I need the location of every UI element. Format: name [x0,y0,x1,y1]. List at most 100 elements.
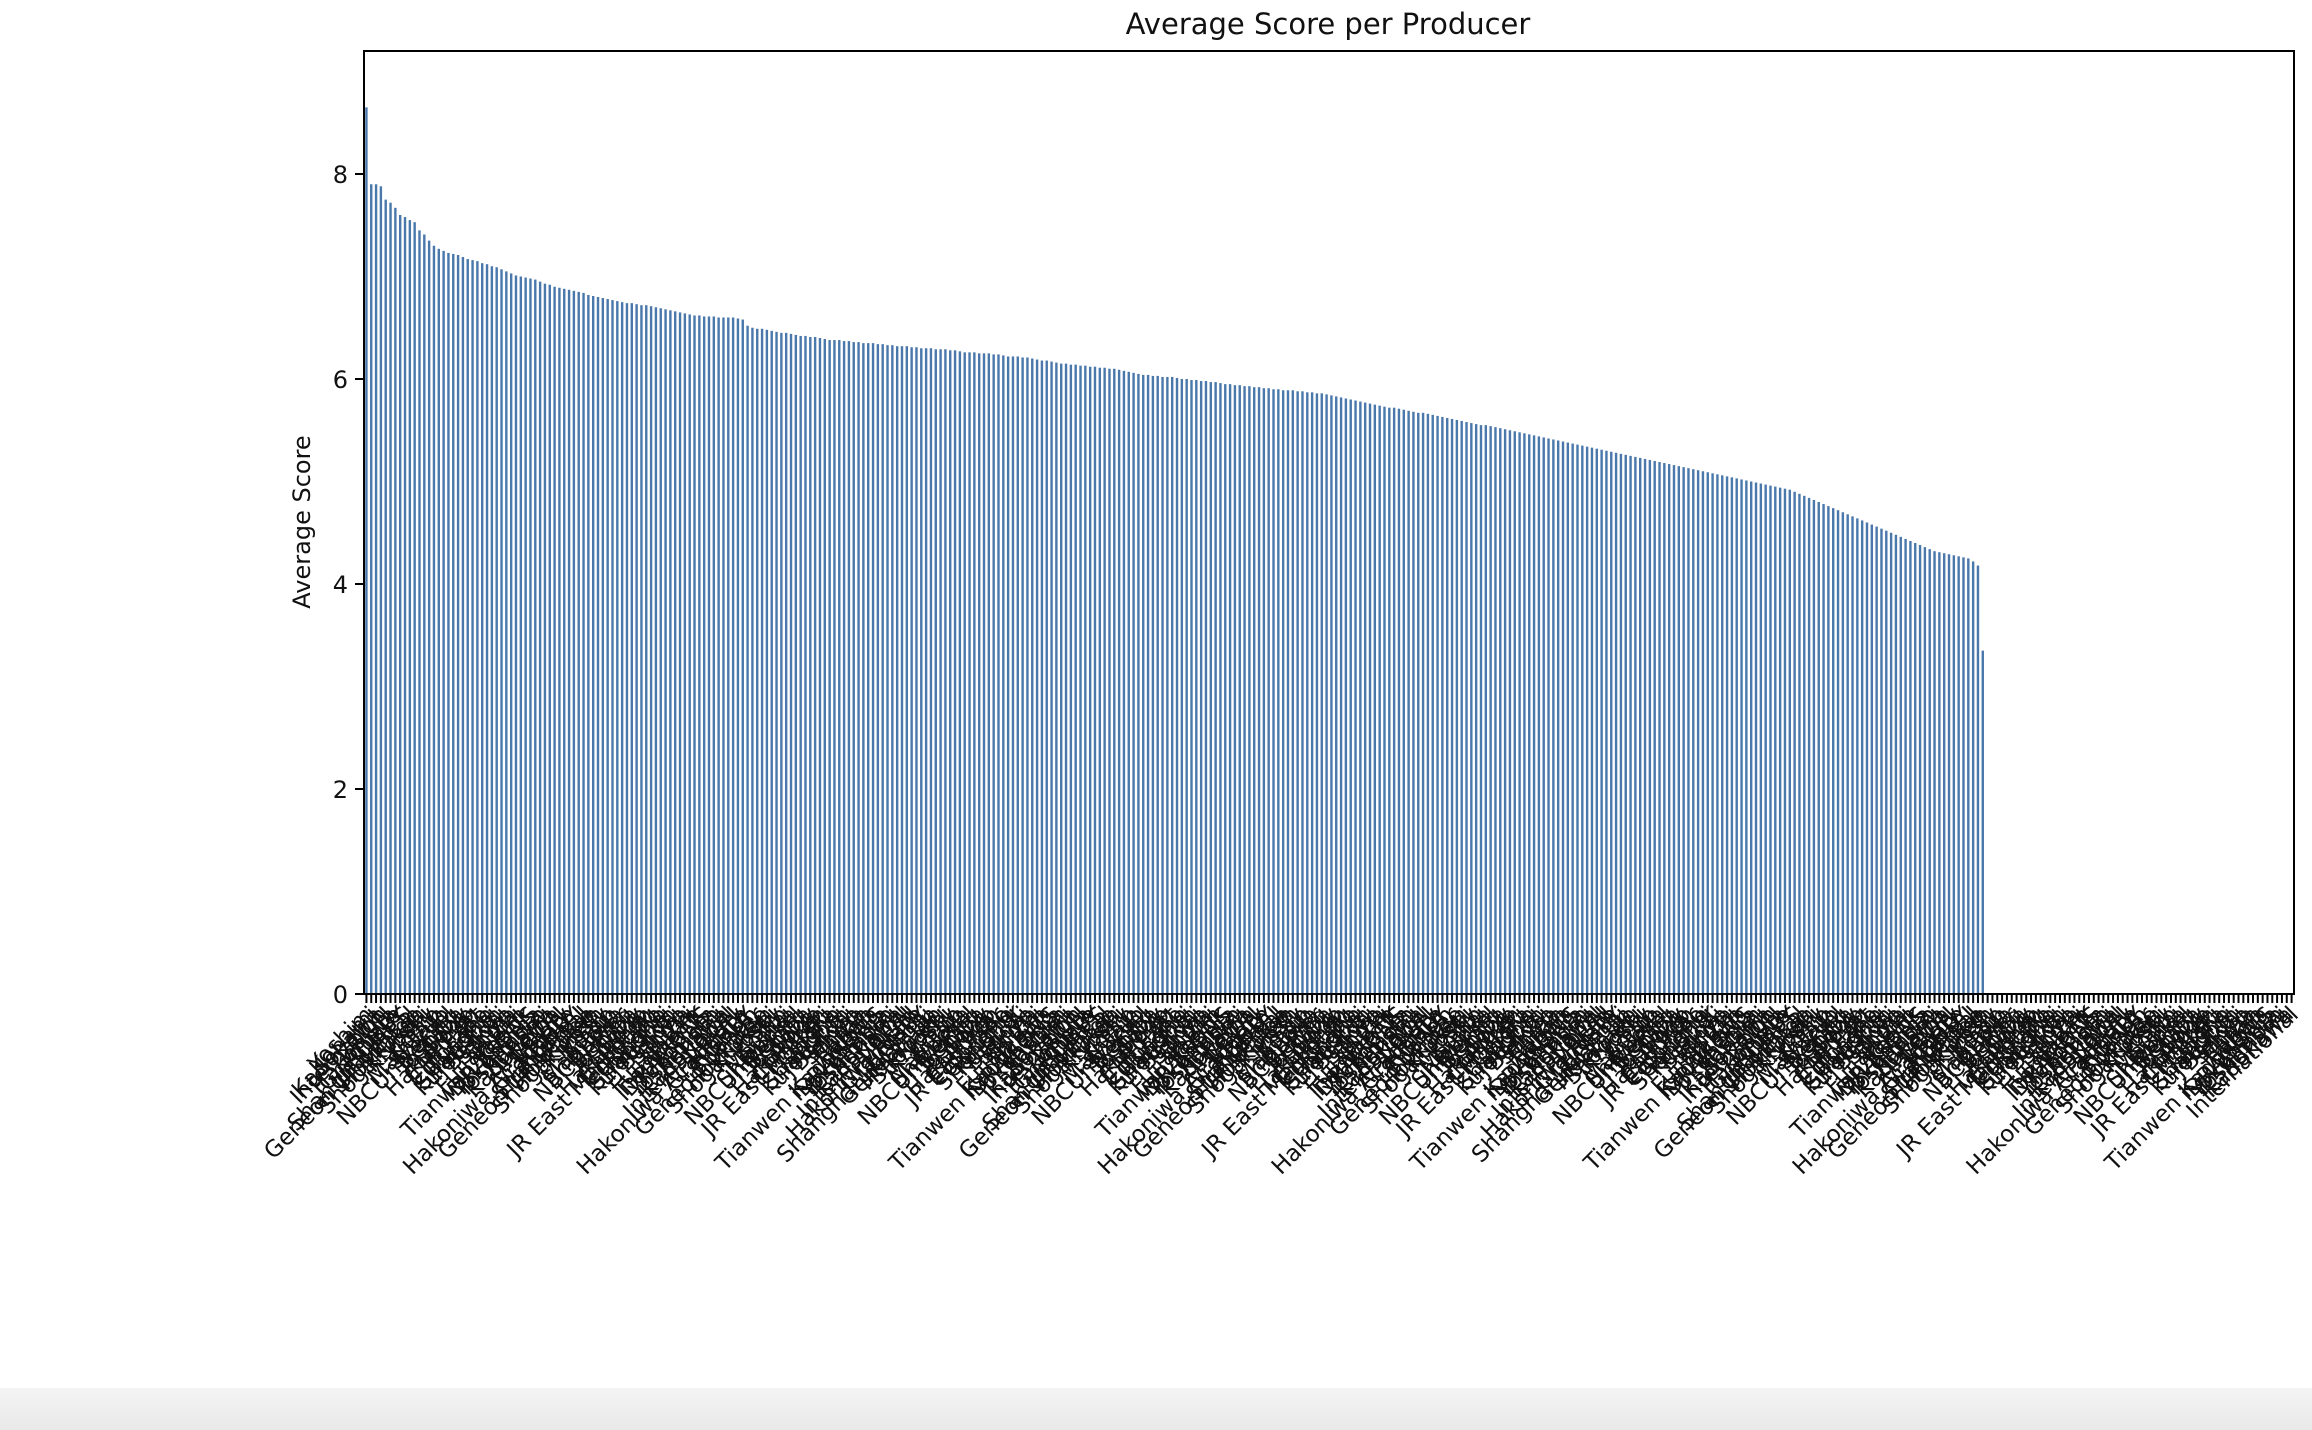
bar [1315,393,1319,995]
bar [1962,557,1965,994]
bar [717,317,720,994]
bar [500,269,503,994]
bar [1286,390,1290,994]
bar [1474,424,1478,995]
bar [1851,516,1854,994]
bar [1614,452,1618,994]
bar [664,309,667,994]
bar [1031,358,1034,994]
bar [1349,399,1352,994]
bar [1026,357,1029,995]
bar [1006,356,1010,994]
bar [924,348,928,994]
bar [1653,461,1656,994]
bar [1378,405,1381,994]
bar [485,264,489,994]
bar [1113,368,1116,994]
bar [645,305,648,994]
bar [1175,377,1179,995]
bar [712,316,716,995]
bar [1156,375,1159,994]
bar [944,349,947,994]
bar [1590,447,1594,994]
bar [1952,555,1956,994]
bar [1624,454,1627,995]
bar [1706,472,1709,994]
bar [1889,532,1893,994]
bar [1368,403,1372,995]
bar [780,332,783,994]
bar [1585,446,1589,994]
bar [1938,552,1941,994]
bar [910,347,913,995]
bar [1272,389,1275,994]
bar [447,252,450,995]
bar [1161,376,1164,994]
bar [1310,392,1314,994]
bar [997,354,1000,994]
bar [456,254,460,995]
bar [461,257,465,994]
bar [818,338,822,994]
bar [813,336,817,995]
bar [1088,366,1092,994]
bar [1629,455,1632,994]
bar [1204,381,1208,994]
bar [519,276,523,994]
bar [1672,465,1676,995]
bar [1050,361,1053,994]
bar [1484,425,1488,995]
bar [1354,400,1357,994]
bar [1146,374,1150,994]
bar [1301,391,1304,994]
bar [992,354,995,994]
y-tick-label: 6 [333,366,348,394]
bar [1875,526,1878,994]
bar [1721,475,1724,995]
bar [630,303,633,994]
bar [871,343,875,994]
bar [403,217,407,995]
bar [1455,420,1459,994]
bar [1426,413,1430,995]
bar [1909,540,1912,994]
bar [1774,486,1777,994]
bar [1363,402,1367,995]
bar [688,314,691,994]
bar [1547,438,1550,994]
bar [891,345,894,994]
bar [1035,359,1039,994]
bar [1412,411,1415,994]
bar [514,275,518,995]
bar [1745,480,1748,995]
bar [606,299,609,994]
bar [1233,385,1237,994]
bar [640,305,643,994]
bar [490,266,494,994]
y-tick-label: 4 [333,571,348,599]
bar [1132,372,1135,995]
bar [1701,471,1705,994]
bar [1098,367,1102,995]
bar [1513,431,1516,994]
bar [1880,528,1883,994]
bar [1093,366,1097,994]
bar [466,259,469,995]
bar [1306,392,1309,994]
y-axis-ticks: 0 2 4 6 8 [333,161,364,1009]
bar [987,353,991,995]
bar [1725,476,1729,995]
bar [1253,387,1256,994]
bar [1470,423,1473,994]
bar [1214,382,1217,995]
bar [1523,433,1526,994]
bar [751,327,754,994]
bar [1170,376,1174,994]
bar [1836,510,1840,994]
bar [582,292,585,994]
bar [1060,363,1063,994]
bar [939,349,942,994]
bar [1339,397,1343,994]
bar [900,346,904,994]
